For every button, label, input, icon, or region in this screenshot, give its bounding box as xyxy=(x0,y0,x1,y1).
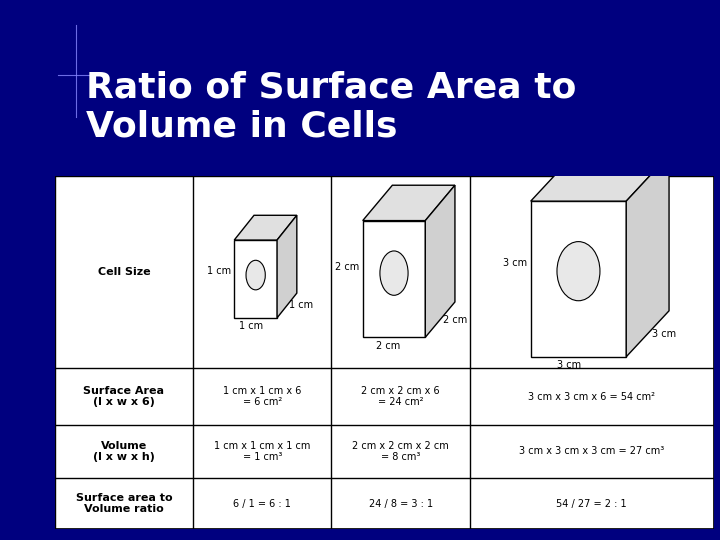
Polygon shape xyxy=(277,215,297,318)
Text: Surface Area
(l x w x 6): Surface Area (l x w x 6) xyxy=(84,386,164,407)
Ellipse shape xyxy=(380,251,408,295)
Text: 2 cm: 2 cm xyxy=(376,341,400,351)
Text: 3 cm: 3 cm xyxy=(652,329,676,339)
Text: 24 / 8 = 3 : 1: 24 / 8 = 3 : 1 xyxy=(369,498,433,509)
Polygon shape xyxy=(531,155,669,201)
Text: 54 / 27 = 2 : 1: 54 / 27 = 2 : 1 xyxy=(557,498,627,509)
Polygon shape xyxy=(234,240,277,318)
Text: 3 cm x 3 cm x 6 = 54 cm²: 3 cm x 3 cm x 6 = 54 cm² xyxy=(528,392,655,402)
Polygon shape xyxy=(531,201,626,357)
Text: Cell Size: Cell Size xyxy=(98,267,150,277)
Text: Volume
(l x w x h): Volume (l x w x h) xyxy=(93,441,155,462)
Text: 1 cm: 1 cm xyxy=(239,321,264,332)
Polygon shape xyxy=(426,185,455,338)
Text: Surface area to
Volume ratio: Surface area to Volume ratio xyxy=(76,493,172,515)
Polygon shape xyxy=(626,155,669,357)
Ellipse shape xyxy=(557,241,600,301)
Text: 2 cm: 2 cm xyxy=(336,262,359,272)
Text: 1 cm: 1 cm xyxy=(289,300,313,310)
Polygon shape xyxy=(234,215,297,240)
Ellipse shape xyxy=(246,260,265,290)
Text: 1 cm x 1 cm x 1 cm
= 1 cm³: 1 cm x 1 cm x 1 cm = 1 cm³ xyxy=(214,441,310,462)
Text: 1 cm: 1 cm xyxy=(207,266,231,276)
Text: 6 / 1 = 6 : 1: 6 / 1 = 6 : 1 xyxy=(233,498,291,509)
Text: 1 cm x 1 cm x 6
= 6 cm²: 1 cm x 1 cm x 6 = 6 cm² xyxy=(223,386,302,407)
Text: Ratio of Surface Area to
Volume in Cells: Ratio of Surface Area to Volume in Cells xyxy=(86,70,577,144)
Text: 3 cm: 3 cm xyxy=(557,360,581,370)
Text: 2 cm: 2 cm xyxy=(443,315,467,325)
Polygon shape xyxy=(363,221,426,338)
Polygon shape xyxy=(363,185,455,221)
Text: 2 cm x 2 cm x 6
= 24 cm²: 2 cm x 2 cm x 6 = 24 cm² xyxy=(361,386,440,407)
Text: 3 cm x 3 cm x 3 cm = 27 cm³: 3 cm x 3 cm x 3 cm = 27 cm³ xyxy=(519,447,665,456)
Text: 2 cm x 2 cm x 2 cm
= 8 cm³: 2 cm x 2 cm x 2 cm = 8 cm³ xyxy=(352,441,449,462)
Text: 3 cm: 3 cm xyxy=(503,259,528,268)
